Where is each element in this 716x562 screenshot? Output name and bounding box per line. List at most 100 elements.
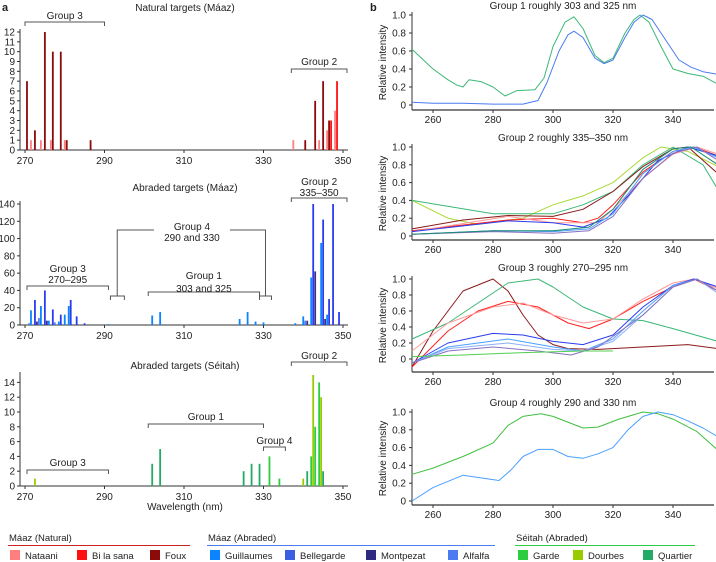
y-tick-label: 7 bbox=[9, 77, 15, 88]
y-tick-label: 0 bbox=[400, 101, 406, 112]
bracket bbox=[26, 285, 109, 290]
x-tick-label: 330 bbox=[255, 331, 272, 342]
y-tick-label: 80 bbox=[4, 251, 16, 262]
bar-garde bbox=[318, 382, 321, 486]
series-line-bi-la-sana bbox=[411, 146, 716, 232]
panel-label-a: a bbox=[2, 2, 9, 14]
bar-montpezat bbox=[306, 320, 309, 325]
bar-guillaumes bbox=[47, 320, 50, 325]
bar-nataani bbox=[292, 140, 295, 150]
bar-nataani bbox=[30, 140, 32, 150]
bar-guillaumes bbox=[30, 310, 32, 325]
group-annotation: Group 4 bbox=[256, 436, 293, 451]
y-tick-label: 40 bbox=[4, 286, 16, 297]
bar-foux bbox=[59, 51, 62, 150]
y-tick-label: 5 bbox=[9, 96, 15, 107]
x-tick-label: 340 bbox=[665, 377, 682, 388]
legend-group-title: Máaz (Abraded) bbox=[208, 533, 276, 544]
x-tick-label: 300 bbox=[545, 510, 562, 521]
group-annotation: Group 2 bbox=[290, 351, 348, 366]
annotation-label: Group 3 bbox=[47, 11, 84, 22]
y-tick-label: 3 bbox=[9, 116, 15, 127]
bracket bbox=[147, 423, 264, 428]
y-tick-label: 1.0 bbox=[392, 275, 406, 286]
bar-foux bbox=[34, 130, 36, 150]
y-tick-label: 10 bbox=[4, 408, 16, 419]
bar-bellegarde bbox=[312, 204, 315, 325]
legend-swatch bbox=[150, 550, 160, 560]
legend-swatch bbox=[518, 550, 528, 560]
y-tick-label: 0.6 bbox=[392, 178, 406, 189]
series-line-guillaumes bbox=[411, 278, 716, 364]
x-tick-label: 340 bbox=[665, 245, 682, 256]
annotation-label: 270–295 bbox=[48, 275, 87, 286]
bar-foux bbox=[314, 100, 317, 150]
legend-label: Nataani bbox=[25, 551, 58, 562]
bar-dourbes bbox=[312, 375, 315, 486]
series-line-bellegarde bbox=[411, 146, 716, 233]
annotation-label: Group 1 bbox=[186, 271, 223, 282]
legend-item: Dourbes bbox=[573, 550, 624, 562]
legend-item: Bi la sana bbox=[77, 550, 134, 562]
legend-group: Séitah (Abraded) Garde Dourbes Quartier bbox=[515, 533, 695, 562]
x-tick-label: 320 bbox=[605, 510, 622, 521]
x-axis-label: Wavelength (nm) bbox=[147, 502, 223, 513]
group-annotation: Group 3 bbox=[26, 458, 109, 474]
x-tick-label: 290 bbox=[96, 331, 113, 342]
line-chart-2: Group 2 roughly 335–350 nm Relative inten… bbox=[378, 133, 716, 256]
y-tick-label: 12 bbox=[4, 393, 16, 404]
y-tick-label: 0 bbox=[400, 497, 406, 508]
y-tick-label: 14 bbox=[4, 378, 16, 389]
x-tick-label: 290 bbox=[96, 492, 113, 503]
y-tick-label: 100 bbox=[0, 234, 15, 245]
x-tick-label: 340 bbox=[665, 510, 682, 521]
bar-alfalfa bbox=[28, 323, 30, 325]
x-tick-label: 280 bbox=[485, 510, 502, 521]
bar-bellegarde bbox=[51, 309, 54, 325]
bar-guillaumes bbox=[302, 316, 305, 325]
bar-chart-2: Abraded targets (Máaz) 0 20 40 60 80 100 120 140… bbox=[0, 177, 352, 342]
bar-foux bbox=[26, 81, 28, 150]
legend-swatch bbox=[285, 550, 295, 560]
y-tick-label: 1.0 bbox=[392, 143, 406, 154]
annotation-label: Group 2 bbox=[301, 351, 338, 362]
line-chart-3: Group 3 roughly 270–295 nm Relative inten… bbox=[378, 263, 716, 388]
chart-title: Group 2 roughly 335–350 nm bbox=[498, 133, 628, 144]
bar-guillaumes bbox=[320, 242, 323, 325]
bar-montpezat bbox=[36, 321, 38, 325]
chart-title: Abraded targets (Séitah) bbox=[131, 361, 240, 372]
bar-bi-la-sana bbox=[336, 81, 338, 150]
y-tick-label: 1.0 bbox=[392, 408, 406, 419]
chart-title: Natural targets (Máaz) bbox=[135, 3, 234, 14]
legend: Máaz (Natural)Nataani Bi la sana FouxMáaz … bbox=[8, 533, 695, 562]
bar-foux bbox=[304, 140, 307, 150]
legend-swatch bbox=[448, 550, 458, 560]
legend-label: Montpezat bbox=[381, 551, 426, 562]
x-tick-label: 310 bbox=[176, 156, 193, 167]
bar-guillaumes bbox=[310, 277, 313, 325]
bar-dourbes bbox=[34, 478, 36, 486]
y-tick-label: 12 bbox=[4, 28, 16, 39]
series-line-foux bbox=[411, 278, 716, 368]
y-tick-label: 0.4 bbox=[392, 461, 406, 472]
bar-guillaumes bbox=[246, 312, 249, 325]
bar-guillaumes bbox=[254, 321, 257, 325]
series-line-dourbes bbox=[411, 146, 716, 225]
bracket bbox=[290, 197, 348, 202]
line-chart-1: Group 1 roughly 303 and 325 nm Relative i… bbox=[378, 1, 716, 126]
series-line-quartier bbox=[411, 14, 716, 97]
series-line-quartier bbox=[411, 278, 716, 342]
y-tick-label: 0 bbox=[9, 146, 15, 157]
x-tick-label: 310 bbox=[176, 492, 193, 503]
bracket bbox=[26, 469, 109, 474]
y-tick-label: 0.2 bbox=[392, 214, 406, 225]
bar-foux bbox=[65, 140, 68, 150]
series-line-guillaumes bbox=[411, 411, 716, 502]
bar-quartier bbox=[258, 463, 261, 486]
bar-guillaumes bbox=[63, 314, 66, 325]
x-tick-label: 270 bbox=[17, 156, 34, 167]
